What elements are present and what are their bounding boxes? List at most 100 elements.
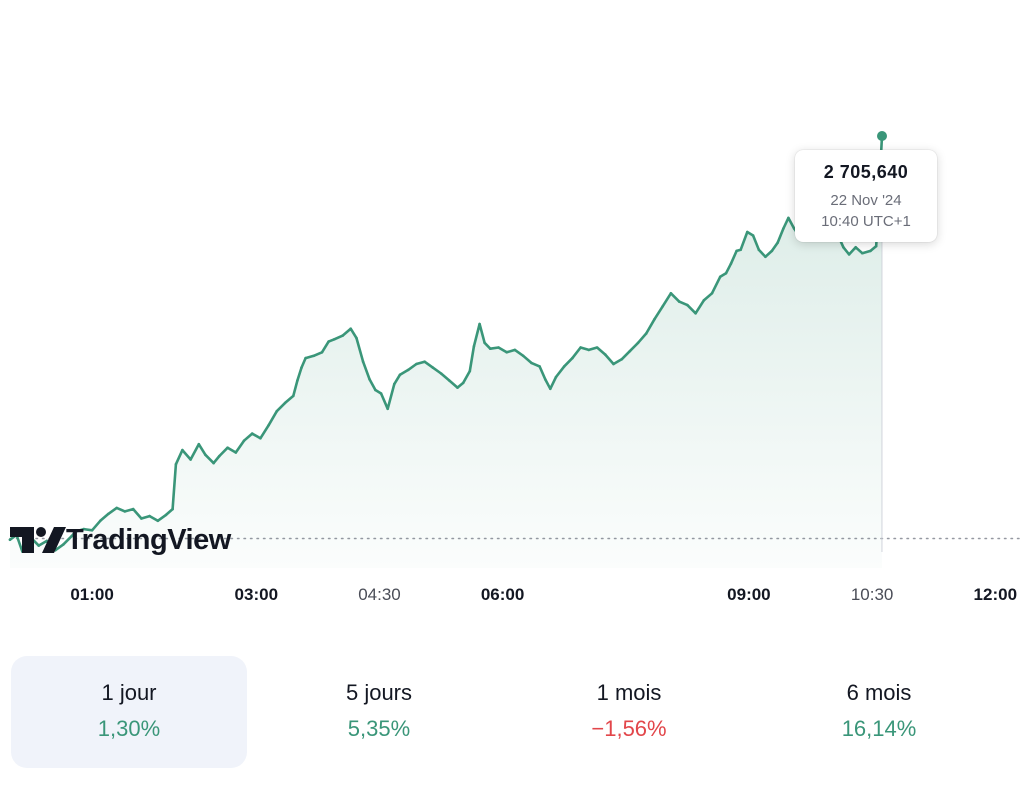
price-point — [513, 348, 517, 352]
price-point — [131, 507, 135, 511]
price-point — [478, 322, 481, 326]
price-point — [702, 299, 706, 302]
price-point — [612, 362, 615, 366]
period-change: 16,14% — [841, 716, 917, 741]
price-point — [653, 317, 656, 321]
tooltip-time: 10:40 UTC+1 — [821, 213, 911, 230]
price-point — [181, 448, 184, 452]
price-point — [505, 351, 509, 354]
price-point — [718, 275, 722, 279]
period-5-days-button[interactable]: 5 jours 5,35% — [261, 656, 497, 768]
price-point — [782, 227, 785, 230]
period-change: 5,35% — [347, 716, 411, 741]
period-selector: 1 jour 1,30% 5 jours 5,35% 1 mois −1,56%… — [11, 656, 1013, 768]
price-point — [304, 356, 307, 360]
price-point — [242, 439, 246, 443]
price-point — [37, 544, 40, 547]
price-point — [368, 378, 371, 381]
price-point — [770, 249, 774, 253]
price-point — [746, 230, 749, 234]
tradingview-wordmark: TradingView — [66, 523, 231, 556]
x-tick-label: 09:00 — [727, 585, 770, 604]
price-point — [349, 327, 353, 331]
price-point — [764, 255, 767, 259]
price-point — [300, 366, 303, 369]
price-point — [645, 332, 648, 335]
price-point — [620, 358, 623, 361]
price-point — [275, 409, 279, 413]
price-point — [423, 360, 426, 364]
period-change: −1,56% — [591, 716, 667, 741]
price-point — [530, 361, 533, 365]
period-1-day-button[interactable]: 1 jour 1,30% — [11, 656, 247, 768]
price-point — [107, 512, 110, 516]
price-line — [8, 134, 884, 553]
price-point — [212, 461, 215, 465]
price-point — [628, 349, 632, 353]
tooltip-date: 22 Nov '24 — [830, 192, 902, 209]
price-point — [164, 513, 168, 517]
tradingview-logo: TradingView — [10, 520, 231, 560]
price-point — [739, 248, 742, 251]
price-point — [379, 392, 383, 395]
price-point — [497, 346, 500, 349]
price-point — [595, 346, 599, 349]
x-tick-label: 03:00 — [235, 585, 278, 604]
price-point — [292, 394, 295, 398]
price-point — [140, 517, 143, 520]
price-point — [847, 253, 851, 256]
price-point — [869, 249, 872, 253]
price-point — [521, 354, 525, 358]
price-point — [694, 312, 697, 315]
price-point — [8, 538, 12, 541]
price-point — [123, 510, 127, 513]
price-point — [62, 543, 65, 546]
price-point — [735, 249, 738, 253]
price-chart[interactable]: 01:00 03:00 04:30 06:00 09:00 10:30 12:00 — [0, 0, 1024, 620]
tooltip-price: 2 705,640 — [823, 162, 909, 182]
price-point — [792, 227, 796, 230]
price-point — [448, 379, 451, 382]
period-label: 5 jours — [345, 680, 413, 705]
price-point — [259, 437, 262, 440]
price-point — [787, 216, 790, 220]
price-point — [538, 365, 541, 368]
price-point — [361, 360, 365, 364]
x-tick-label: 10:30 — [851, 585, 894, 604]
price-point — [386, 407, 390, 411]
price-point — [468, 369, 472, 373]
price-point — [320, 351, 324, 354]
price-point — [283, 401, 287, 405]
price-point — [472, 345, 476, 348]
x-tick-label: 04:30 — [358, 585, 401, 604]
price-point — [549, 387, 552, 391]
last-price-marker — [877, 131, 887, 141]
price-point — [204, 453, 207, 457]
price-point — [415, 362, 418, 366]
price-point — [757, 248, 761, 251]
price-point — [174, 463, 178, 466]
price-point — [197, 442, 201, 446]
period-6-months-button[interactable]: 6 mois 16,14% — [761, 656, 997, 768]
price-point — [82, 527, 86, 531]
period-change: 1,30% — [97, 716, 161, 741]
price-point — [776, 241, 779, 244]
price-point — [751, 234, 755, 237]
price-point — [571, 356, 574, 360]
price-point — [483, 341, 486, 345]
price-point — [333, 338, 336, 341]
period-label: 6 mois — [846, 680, 912, 705]
price-point — [431, 366, 435, 369]
price-point — [70, 534, 73, 538]
price-point — [874, 244, 878, 248]
price-point — [729, 262, 733, 266]
price-point — [171, 507, 174, 511]
x-tick-label: 12:00 — [974, 585, 1017, 604]
price-point — [456, 386, 459, 389]
period-1-month-button[interactable]: 1 mois −1,56% — [511, 656, 747, 768]
price-point — [226, 446, 229, 450]
price-point — [710, 292, 714, 295]
tradingview-mark-icon — [10, 527, 66, 553]
price-point — [842, 246, 845, 249]
price-point — [115, 506, 118, 510]
